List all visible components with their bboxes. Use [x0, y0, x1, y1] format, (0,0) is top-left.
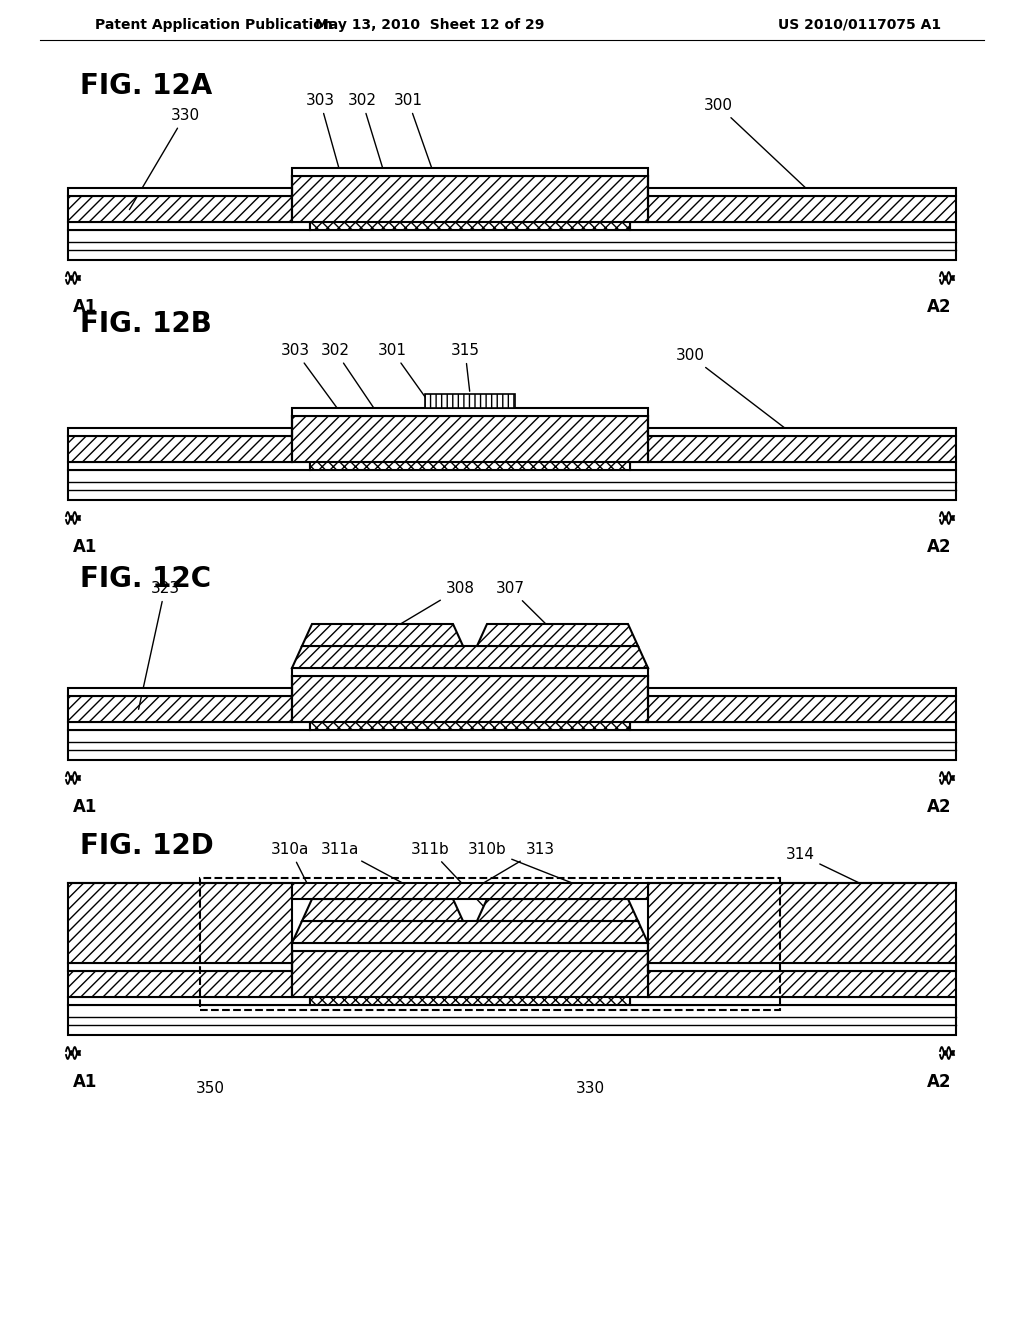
Bar: [648, 187, 956, 195]
Text: 303: 303: [305, 92, 339, 169]
Bar: [68, 997, 310, 1005]
Bar: [648, 428, 956, 436]
Text: A2: A2: [927, 1073, 951, 1092]
Text: 330: 330: [575, 1081, 604, 1096]
Bar: [68, 470, 956, 500]
Text: 330: 330: [129, 108, 200, 210]
Text: 350: 350: [196, 1081, 224, 1096]
Bar: [68, 462, 310, 470]
Polygon shape: [477, 899, 638, 921]
Bar: [68, 696, 292, 722]
Polygon shape: [292, 921, 648, 942]
Bar: [68, 722, 310, 730]
Text: 323: 323: [138, 581, 179, 709]
Text: 313: 313: [472, 842, 555, 890]
Text: A1: A1: [73, 1073, 97, 1092]
Bar: [292, 668, 648, 676]
Text: 300: 300: [703, 98, 808, 190]
Bar: [648, 195, 956, 222]
Text: 302: 302: [321, 343, 388, 430]
Bar: [68, 883, 292, 964]
Bar: [310, 450, 630, 470]
Text: 315: 315: [451, 343, 479, 391]
Bar: [648, 696, 956, 722]
Bar: [68, 187, 292, 195]
Bar: [68, 195, 292, 222]
Text: FIG. 12C: FIG. 12C: [80, 565, 211, 593]
Text: 301: 301: [378, 343, 468, 458]
Text: FIG. 12D: FIG. 12D: [80, 832, 214, 861]
Text: Patent Application Publication: Patent Application Publication: [95, 18, 333, 32]
Bar: [292, 408, 648, 416]
Text: A2: A2: [927, 539, 951, 556]
Text: 302: 302: [347, 92, 389, 189]
Text: 314: 314: [785, 847, 873, 890]
Polygon shape: [302, 624, 463, 645]
Text: A1: A1: [73, 799, 97, 816]
Bar: [68, 436, 292, 462]
Text: 310a: 310a: [270, 842, 315, 900]
Bar: [292, 883, 648, 899]
Bar: [310, 710, 630, 730]
Bar: [310, 210, 630, 230]
Text: A1: A1: [73, 298, 97, 315]
Polygon shape: [292, 176, 648, 222]
Polygon shape: [292, 416, 648, 462]
Bar: [68, 230, 956, 260]
Polygon shape: [477, 624, 638, 645]
Bar: [68, 428, 292, 436]
Polygon shape: [292, 950, 648, 997]
Bar: [68, 688, 292, 696]
Text: A1: A1: [73, 539, 97, 556]
Text: 301: 301: [393, 92, 450, 218]
Text: 300: 300: [676, 348, 787, 430]
Text: 310b: 310b: [468, 842, 621, 902]
Bar: [68, 964, 292, 972]
Bar: [310, 985, 630, 1005]
Bar: [648, 688, 956, 696]
Text: 303: 303: [281, 343, 338, 409]
Text: May 13, 2010  Sheet 12 of 29: May 13, 2010 Sheet 12 of 29: [315, 18, 545, 32]
Text: 311a: 311a: [321, 842, 451, 908]
Text: FIG. 12B: FIG. 12B: [80, 310, 212, 338]
Text: 311b: 311b: [411, 842, 485, 908]
Bar: [630, 462, 956, 470]
Polygon shape: [292, 645, 648, 668]
Bar: [310, 977, 630, 985]
Bar: [630, 722, 956, 730]
Bar: [68, 972, 292, 997]
Text: FIG. 12A: FIG. 12A: [80, 73, 212, 100]
Text: 308: 308: [384, 581, 474, 634]
Text: A2: A2: [927, 298, 951, 315]
Text: US 2010/0117075 A1: US 2010/0117075 A1: [778, 18, 941, 32]
Bar: [68, 222, 310, 230]
Polygon shape: [302, 899, 463, 921]
Bar: [630, 222, 956, 230]
Bar: [310, 702, 630, 710]
Polygon shape: [292, 676, 648, 722]
Bar: [292, 942, 648, 950]
Bar: [292, 168, 648, 176]
Bar: [425, 393, 515, 408]
Bar: [648, 436, 956, 462]
Bar: [630, 997, 956, 1005]
Bar: [310, 442, 630, 450]
Text: A2: A2: [927, 799, 951, 816]
Bar: [68, 730, 956, 760]
Bar: [68, 1005, 956, 1035]
Bar: [648, 964, 956, 972]
Bar: [310, 202, 630, 210]
Bar: [648, 972, 956, 997]
Bar: [200, 878, 780, 1010]
Bar: [648, 883, 956, 964]
Text: 307: 307: [496, 581, 555, 634]
